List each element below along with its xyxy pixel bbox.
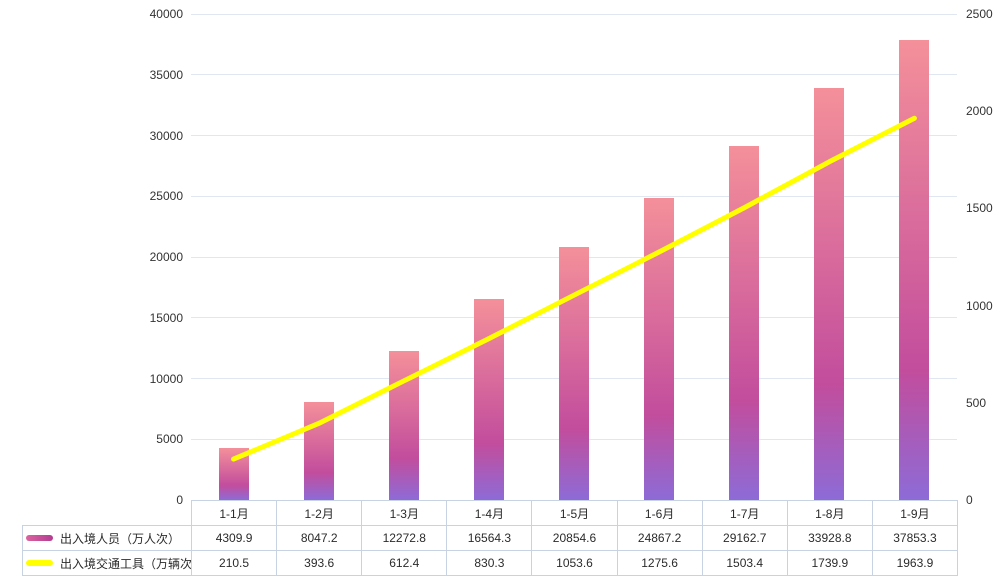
left-axis-tick-label: 20000 bbox=[149, 250, 183, 264]
bar-exit-entry-persons[interactable] bbox=[729, 145, 760, 500]
bar-series-swatch-icon bbox=[26, 535, 53, 541]
legend-label: 出入境交通工具（万辆次） bbox=[60, 556, 192, 571]
category-header-cell: 1-2月 bbox=[276, 500, 363, 526]
left-axis-tick-label: 0 bbox=[176, 493, 183, 507]
value-cell: 37853.3 bbox=[871, 525, 958, 551]
left-axis-tick-label: 15000 bbox=[149, 310, 183, 325]
category-header-cell: 1-6月 bbox=[616, 500, 703, 526]
category-header-cell: 1-1月 bbox=[190, 500, 278, 526]
series-row: 出入境交通工具（万辆次） 210.5 393.6 612.4 830.3 1053.6 12… bbox=[22, 550, 958, 576]
right-axis-tick-label: 1500 bbox=[966, 201, 993, 216]
value-cell: 1963.9 bbox=[871, 550, 958, 576]
value-cell: 612.4 bbox=[361, 550, 448, 576]
gridline bbox=[191, 13, 957, 15]
left-axis-tick-label: 10000 bbox=[149, 371, 183, 386]
category-header-cell: 1-7月 bbox=[701, 500, 788, 526]
legend-cell[interactable]: 出入境交通工具（万辆次） bbox=[22, 550, 192, 576]
value-cell: 1275.6 bbox=[616, 550, 703, 576]
value-cell: 29162.7 bbox=[701, 525, 788, 551]
bar-exit-entry-persons[interactable] bbox=[559, 246, 589, 500]
left-axis-tick-label: 30000 bbox=[149, 128, 183, 143]
series-row: 出入境人员（万人次） 4309.9 8047.2 12272.8 16564.3 2085… bbox=[22, 525, 958, 551]
left-axis-tick-label: 40000 bbox=[149, 7, 183, 21]
right-axis-tick-label: 0 bbox=[966, 493, 973, 507]
category-header-row: 1-1月 1-2月 1-3月 1-4月 1-5月 1-6月 1-7月 1-8月 1-9月 bbox=[23, 500, 958, 526]
legend-label: 出入境人员（万人次） bbox=[60, 531, 181, 546]
value-cell: 16564.3 bbox=[446, 525, 533, 551]
left-axis-tick-label: 5000 bbox=[156, 432, 183, 447]
value-cell: 1503.4 bbox=[701, 550, 788, 576]
left-axis-tick-label: 25000 bbox=[149, 189, 183, 204]
right-axis-tick-label: 500 bbox=[966, 395, 987, 410]
value-cell: 20854.6 bbox=[531, 525, 618, 551]
category-header-cell: 1-9月 bbox=[871, 500, 958, 526]
bar-exit-entry-persons[interactable] bbox=[218, 447, 249, 500]
value-cell: 33928.8 bbox=[786, 525, 873, 551]
value-cell: 24867.2 bbox=[616, 525, 703, 551]
value-cell: 1053.6 bbox=[531, 550, 618, 576]
value-cell: 393.6 bbox=[276, 550, 363, 576]
category-header-cell: 1-8月 bbox=[786, 500, 873, 526]
value-cell: 210.5 bbox=[190, 550, 278, 576]
category-header-cell: 1-3月 bbox=[361, 500, 448, 526]
bar-exit-entry-persons[interactable] bbox=[388, 350, 419, 500]
value-cell: 12272.8 bbox=[361, 525, 448, 551]
value-cell: 1739.9 bbox=[786, 550, 873, 576]
right-axis-tick-label: 2000 bbox=[966, 104, 993, 119]
right-axis-tick-label: 2500 bbox=[966, 7, 993, 21]
value-cell: 830.3 bbox=[446, 550, 533, 576]
bar-exit-entry-persons[interactable] bbox=[899, 40, 930, 500]
category-header-cell: 1-4月 bbox=[446, 500, 533, 526]
bar-exit-entry-persons[interactable] bbox=[303, 402, 334, 500]
bar-exit-entry-persons[interactable] bbox=[814, 87, 845, 500]
bar-exit-entry-persons[interactable] bbox=[473, 298, 504, 500]
value-cell: 8047.2 bbox=[276, 525, 363, 551]
left-axis-tick-label: 35000 bbox=[149, 67, 183, 82]
value-cell: 4309.9 bbox=[190, 525, 278, 551]
bar-exit-entry-persons[interactable] bbox=[644, 197, 675, 500]
gridline bbox=[191, 74, 957, 76]
right-axis-tick-label: 1000 bbox=[966, 298, 993, 313]
category-header-cell: 1-5月 bbox=[531, 500, 618, 526]
table-corner-blank bbox=[23, 501, 192, 526]
data-table-legend: 1-1月 1-2月 1-3月 1-4月 1-5月 1-6月 1-7月 1-8月 1-9月 出入境人… bbox=[22, 500, 958, 576]
line-series-swatch-icon bbox=[26, 560, 53, 566]
legend-cell[interactable]: 出入境人员（万人次） bbox=[22, 525, 192, 551]
